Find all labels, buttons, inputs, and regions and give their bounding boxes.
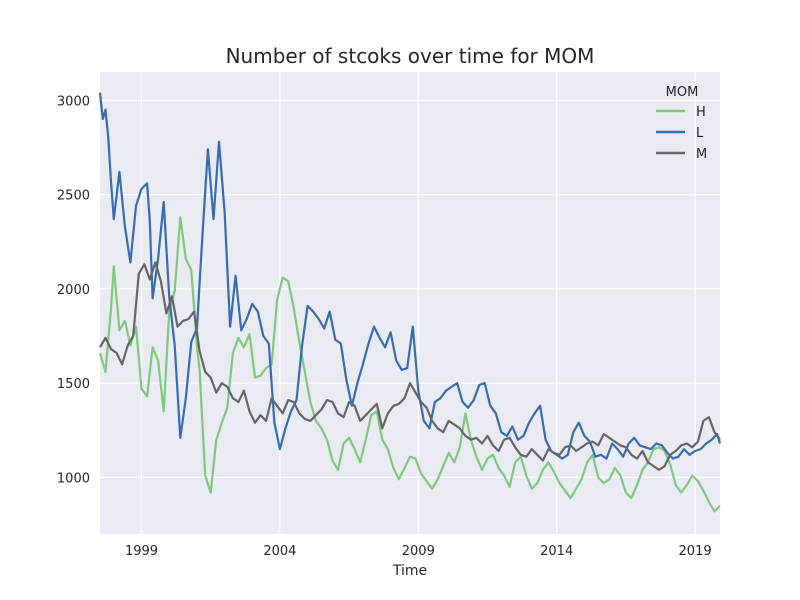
series-line-M (99, 261, 721, 471)
x-axis-label: Time (392, 563, 427, 579)
series-line-H (98, 216, 721, 513)
grid (100, 72, 720, 534)
legend: MOM HLM (656, 85, 707, 162)
x-tick-label: 2004 (263, 544, 296, 559)
y-tick-label: 3000 (57, 94, 90, 109)
legend-label-M: M (696, 147, 707, 162)
y-tick-label: 1000 (57, 471, 90, 486)
x-tick-label: 1999 (125, 544, 158, 559)
series-lines (98, 92, 722, 513)
y-tick-label: 1500 (57, 377, 90, 392)
y-tick-label: 2500 (57, 189, 90, 204)
legend-title: MOM (666, 85, 699, 100)
series-line-L (98, 92, 722, 460)
legend-label-L: L (696, 126, 704, 141)
chart-title: Number of stcoks over time for MOM (226, 44, 595, 68)
axis-ticks: 1999 2004 2009 2014 2019 1000 1500 2000 2500 3000 (57, 94, 712, 559)
x-tick-label: 2009 (402, 544, 435, 559)
legend-label-H: H (696, 105, 706, 120)
y-tick-label: 2000 (57, 283, 90, 298)
x-tick-label: 2019 (679, 544, 712, 559)
x-tick-label: 2014 (540, 544, 573, 559)
